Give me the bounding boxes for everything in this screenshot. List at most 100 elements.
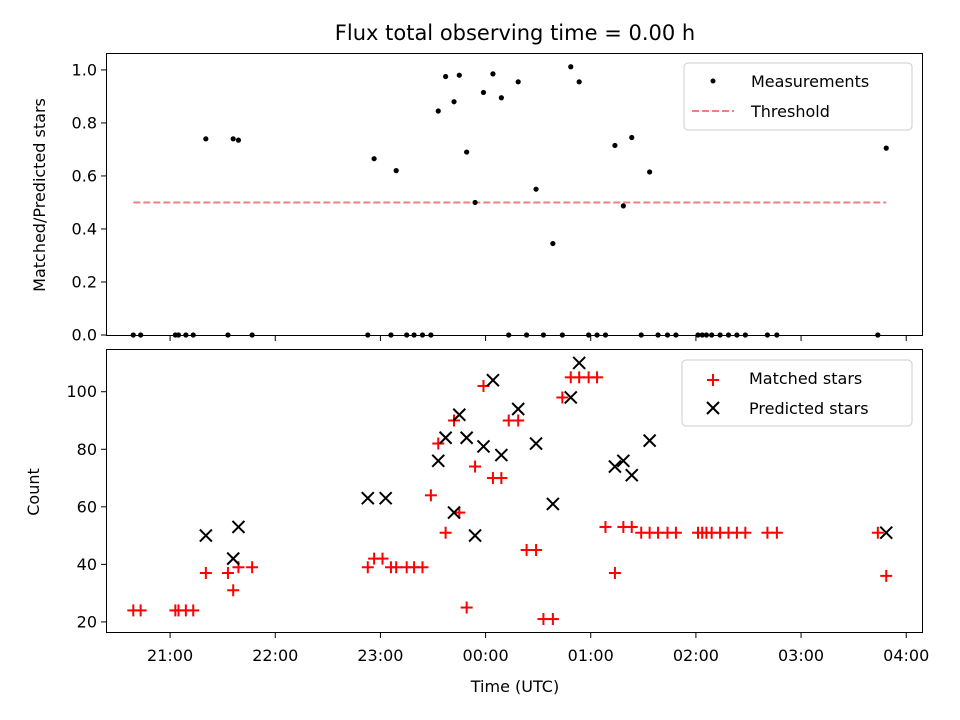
bottom-y-tick-label: 80 — [77, 440, 97, 459]
matched-star-point — [512, 414, 525, 427]
matched-star-point — [416, 561, 429, 574]
predicted-star-point — [459, 431, 474, 445]
predicted-star-point — [529, 436, 543, 451]
measurement-point — [647, 169, 653, 175]
bottom-x-tick-label: 01:00 — [568, 646, 614, 665]
bottom-x-tick-label: 00:00 — [463, 646, 509, 665]
measurement-point — [456, 72, 462, 78]
matched-star-point — [669, 526, 682, 539]
matched-star-point — [495, 472, 508, 485]
top-y-tick-label: 0.4 — [72, 219, 97, 238]
top-y-tick-label: 0.0 — [72, 326, 97, 345]
matched-star-point — [432, 437, 445, 450]
predicted-star-point — [642, 433, 657, 448]
bottom-y-axis-label: Count — [24, 468, 43, 516]
matched-star-point — [556, 391, 569, 404]
measurement-point — [203, 136, 209, 142]
predicted-star-point — [494, 448, 509, 462]
matched-star-point — [227, 584, 240, 597]
bottom-legend: Matched stars Predicted stars — [681, 359, 913, 427]
matched-star-point — [608, 567, 621, 580]
matched-star-point — [390, 561, 403, 574]
predicted-star-point — [231, 520, 246, 534]
predicted-star-point — [486, 373, 500, 387]
predicted-star-point — [564, 390, 578, 405]
measurement-point — [490, 71, 496, 77]
matched-star-point — [376, 552, 389, 565]
measurement-point — [576, 79, 582, 85]
bottom-marks — [127, 356, 893, 626]
matched-star-point — [460, 601, 473, 614]
measurement-point — [638, 332, 644, 338]
predicted-star-point — [431, 454, 445, 468]
matched-star-point — [880, 569, 893, 582]
measurement-point — [411, 332, 417, 338]
bottom-y-tick-label: 20 — [77, 612, 97, 631]
measurement-point — [451, 99, 457, 105]
legend-predicted-label: Predicted stars — [749, 399, 869, 418]
predicted-star-point — [616, 454, 631, 468]
measurement-point — [734, 332, 740, 338]
measurement-point — [190, 332, 196, 338]
matched-star-point — [530, 543, 543, 556]
matched-star-point — [546, 613, 559, 626]
top-y-tick-label: 0.2 — [72, 272, 97, 291]
bottom-plot-frame — [106, 349, 923, 633]
top-plot-frame — [106, 53, 923, 336]
measurement-point — [506, 332, 512, 338]
measurement-point — [594, 332, 600, 338]
matched-star-point — [599, 520, 612, 533]
matched-star-point — [187, 604, 200, 617]
bottom-legend-box — [681, 359, 913, 427]
predicted-star-point — [199, 528, 213, 543]
legend-predicted-marker — [706, 401, 720, 415]
measurement-point — [419, 332, 426, 338]
predicted-star-point — [572, 356, 586, 370]
matched-star-point — [134, 604, 147, 617]
top-y-axis: 0.0 0.2 0.4 0.6 0.8 1.0 — [72, 60, 107, 345]
measurement-point — [717, 332, 723, 338]
predicted-star-point — [361, 491, 375, 505]
measurement-point — [404, 332, 410, 338]
matched-star-point — [246, 561, 259, 574]
matched-star-point — [221, 567, 234, 580]
matched-star-point — [770, 526, 783, 539]
measurement-point — [568, 64, 574, 70]
measurement-point — [550, 240, 556, 247]
measurement-point — [183, 332, 189, 338]
measurement-point — [629, 134, 635, 141]
measurement-point — [703, 332, 710, 338]
measurement-point — [498, 95, 504, 101]
top-legend-box — [683, 62, 913, 131]
matched-star-point — [871, 526, 884, 539]
predicted-star-point — [511, 402, 525, 416]
measurement-point — [435, 108, 441, 114]
x-axis-label: Time (UTC) — [470, 677, 559, 696]
matched-star-point — [199, 567, 212, 580]
predicted-star-point — [546, 497, 560, 511]
bottom-x-tick-label: 04:00 — [883, 646, 929, 665]
measurement-point — [709, 332, 715, 338]
measurement-point — [540, 332, 547, 338]
predicted-star-point — [378, 491, 393, 505]
measurement-point — [523, 332, 530, 338]
measurement-point — [664, 332, 671, 338]
matched-star-point — [361, 561, 374, 574]
measurement-point — [586, 332, 592, 338]
bottom-x-tick-label: 02:00 — [673, 646, 719, 665]
bottom-x-tick-label: 23:00 — [357, 646, 403, 665]
top-y-tick-label: 0.6 — [72, 166, 97, 185]
legend-matched-label: Matched stars — [749, 369, 862, 388]
legend-measurements-label: Measurements — [751, 72, 869, 91]
predicted-star-point — [476, 439, 491, 454]
measurement-point — [365, 332, 371, 338]
measurement-point — [138, 332, 144, 338]
chart-title: Flux total observing time = 0.00 h — [335, 21, 695, 45]
bottom-y-tick-label: 40 — [77, 555, 97, 574]
measurement-point — [472, 199, 478, 206]
predicted-star-point — [879, 526, 893, 540]
measurement-point — [533, 186, 539, 192]
matched-star-point — [739, 526, 752, 539]
measurement-point — [464, 149, 470, 155]
measurement-point — [225, 332, 231, 338]
